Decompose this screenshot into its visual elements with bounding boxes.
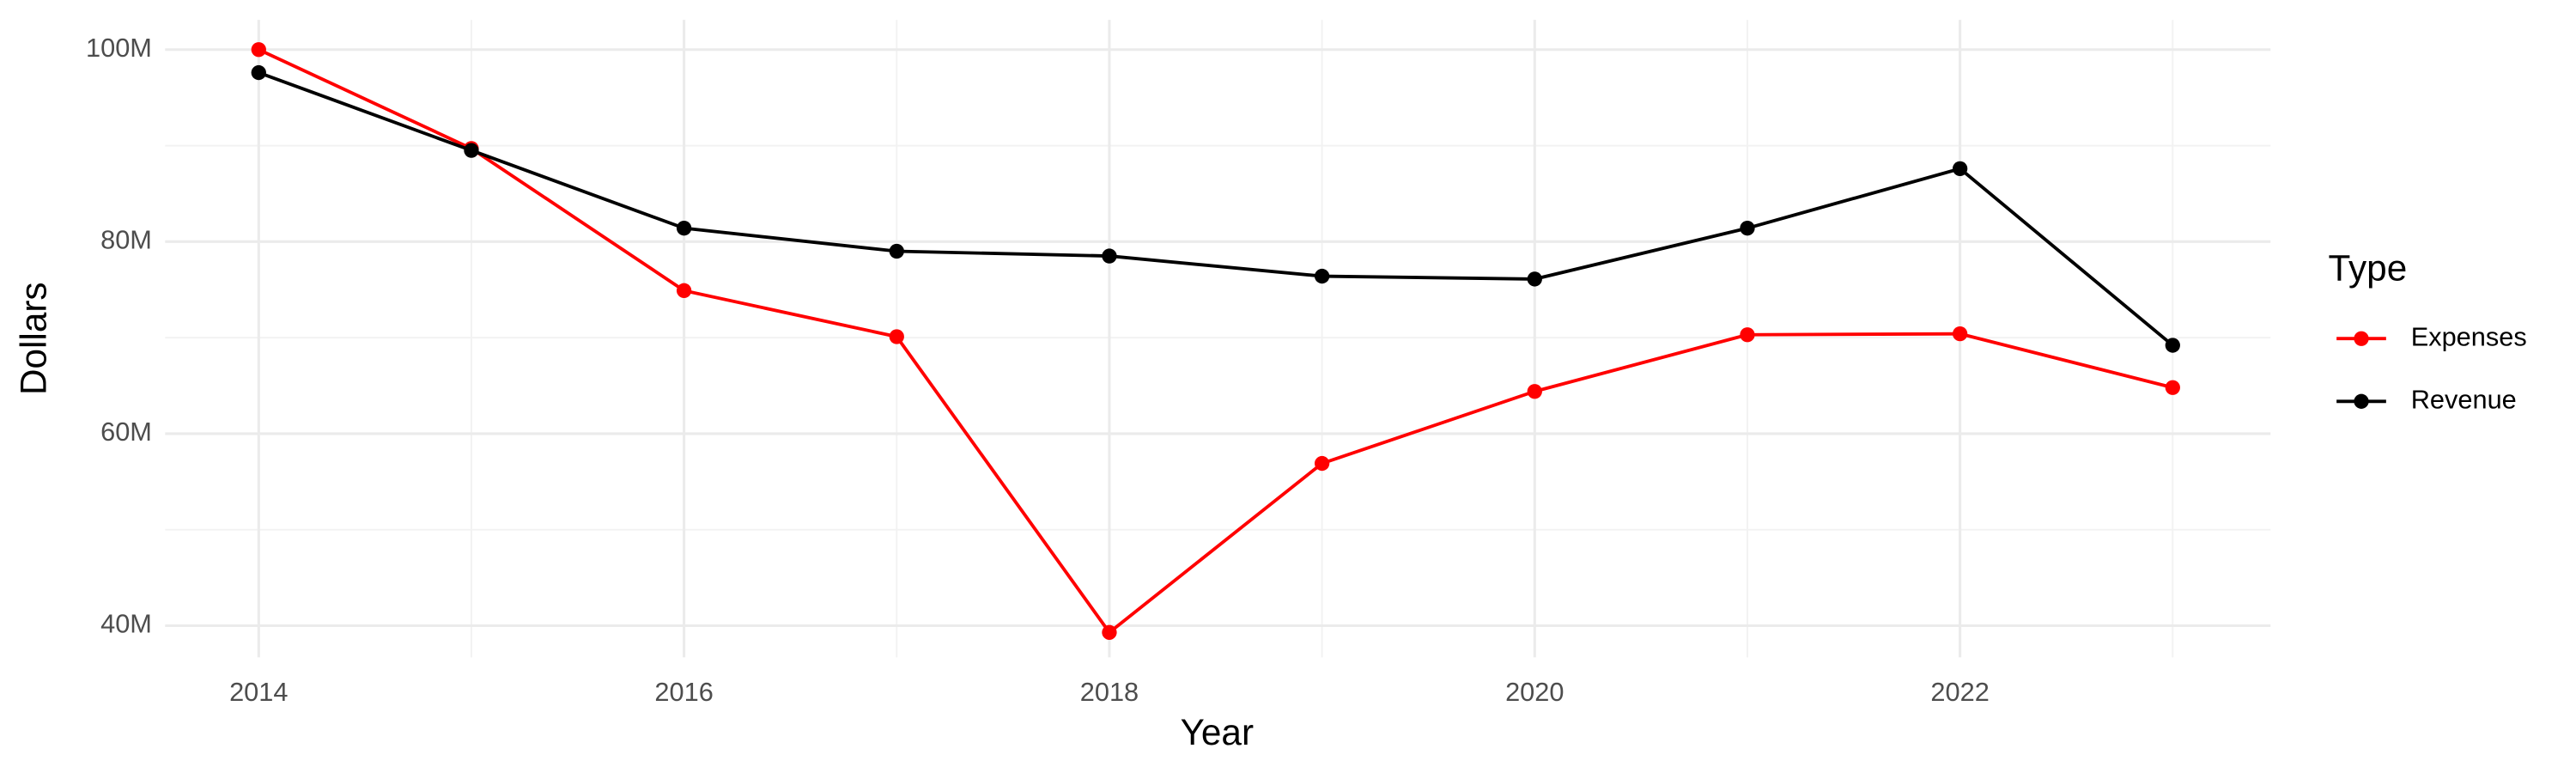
data-point xyxy=(1314,268,1330,284)
data-point xyxy=(2165,338,2180,353)
data-point xyxy=(1952,326,1968,342)
y-tick-label: 100M xyxy=(86,33,152,63)
data-point xyxy=(1952,161,1968,177)
legend-label: Revenue xyxy=(2411,384,2517,414)
y-axis-title: Dollars xyxy=(13,282,53,395)
data-point xyxy=(676,221,692,236)
data-point xyxy=(251,64,266,81)
data-point xyxy=(676,283,692,298)
data-point xyxy=(1740,327,1755,343)
data-point xyxy=(251,42,266,58)
data-point xyxy=(1527,271,1542,287)
x-tick-label: 2020 xyxy=(1505,677,1564,707)
y-tick-label: 80M xyxy=(100,224,152,254)
data-point xyxy=(2165,380,2180,395)
legend-marker xyxy=(2354,393,2369,409)
data-point xyxy=(1102,624,1117,640)
grid xyxy=(165,20,2271,658)
series-line xyxy=(258,47,2173,636)
x-axis-title: Year xyxy=(1181,712,1254,752)
data-point xyxy=(1527,384,1542,399)
legend-label: Expenses xyxy=(2411,321,2527,351)
data-point xyxy=(889,243,904,259)
data-point xyxy=(1740,221,1755,236)
data-point xyxy=(464,143,479,158)
legend-marker xyxy=(2354,331,2369,346)
y-tick-label: 60M xyxy=(100,417,152,447)
x-tick-label: 2016 xyxy=(654,677,713,707)
data-point xyxy=(1314,455,1330,472)
data-point xyxy=(889,329,904,344)
x-tick-label: 2022 xyxy=(1930,677,1989,707)
data-point xyxy=(1102,248,1117,264)
series-line xyxy=(258,70,2174,347)
x-tick-label: 2014 xyxy=(229,677,288,707)
x-tick-label: 2018 xyxy=(1080,677,1139,707)
legend-title: Type xyxy=(2329,248,2408,289)
y-tick-label: 40M xyxy=(100,609,152,639)
